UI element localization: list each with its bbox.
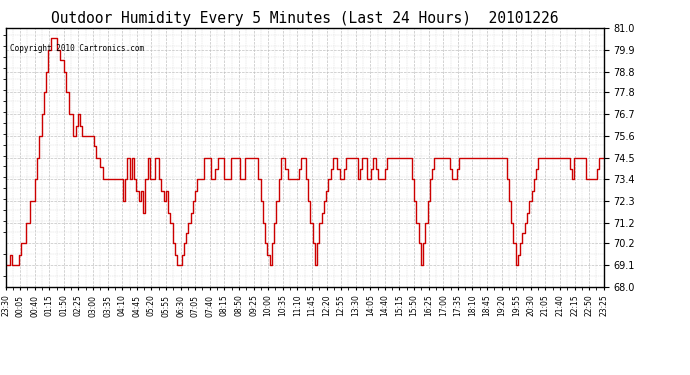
Text: Copyright 2010 Cartronics.com: Copyright 2010 Cartronics.com: [10, 44, 144, 52]
Title: Outdoor Humidity Every 5 Minutes (Last 24 Hours)  20101226: Outdoor Humidity Every 5 Minutes (Last 2…: [51, 10, 558, 26]
